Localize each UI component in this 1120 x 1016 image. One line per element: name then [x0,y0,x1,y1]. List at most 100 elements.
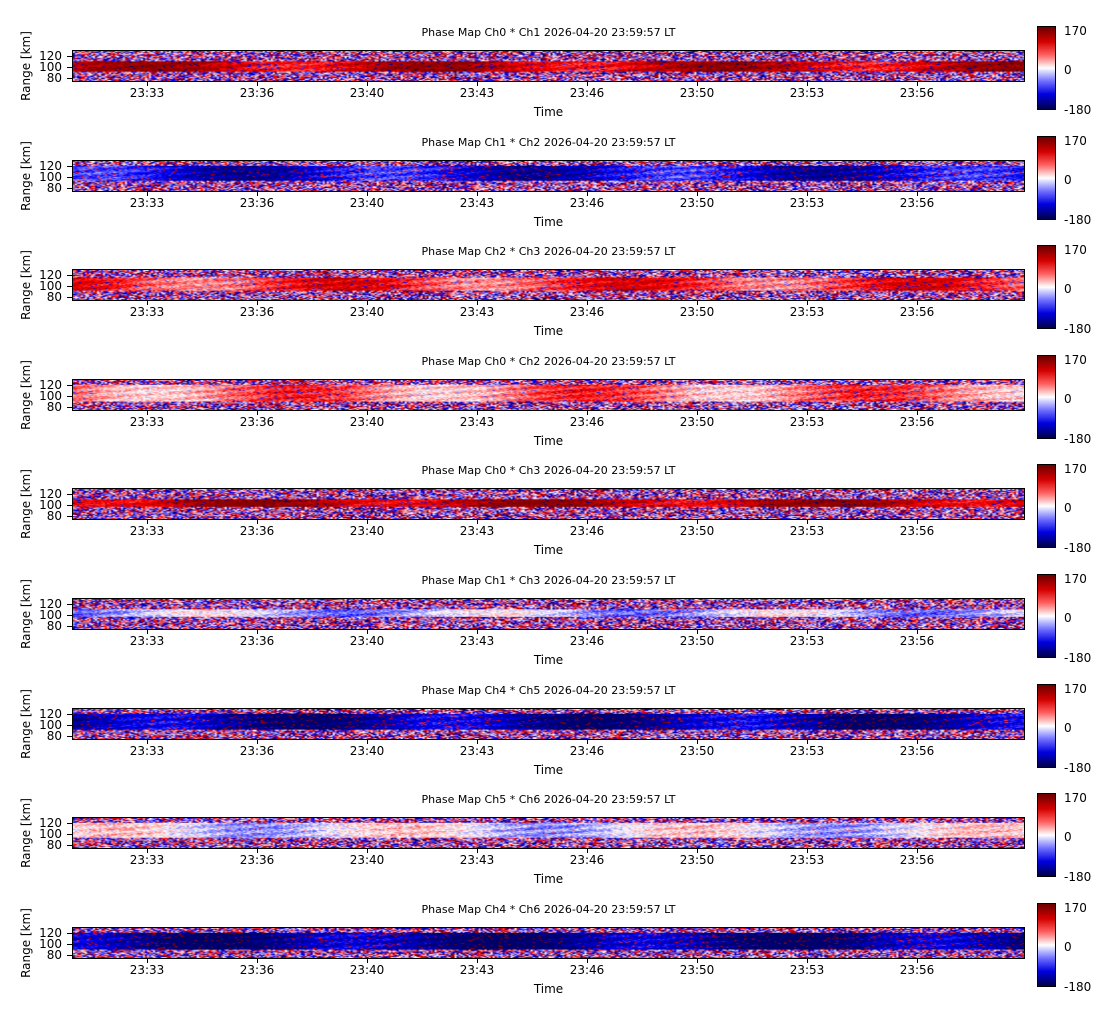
x-tick-label: 23:43 [459,414,495,429]
x-tick-mark [697,410,698,415]
x-tick-label: 23:46 [569,524,605,539]
x-tick-label: 23:40 [349,962,385,977]
x-tick-label: 23:33 [129,414,165,429]
colorbar-mid-label: 0 [1064,830,1072,845]
y-tick-mark [67,943,72,945]
x-tick-mark [147,410,148,415]
colorbar [1037,464,1056,549]
phase-map-panel: Phase Map Ch0 * Ch1 2026-04-20 23:59:57 … [0,0,1120,119]
colorbar-mid-label: 0 [1064,391,1072,406]
x-tick-label: 23:50 [679,743,715,758]
y-tick-mark [67,735,72,737]
x-tick-mark [917,301,918,306]
heatmap-canvas [73,160,1024,191]
colorbar-min-label: -180 [1064,431,1092,446]
x-tick-mark [147,191,148,196]
y-tick-mark [67,823,72,825]
panel-title: Phase Map Ch1 * Ch2 2026-04-20 23:59:57 … [421,135,676,149]
y-tick-label: 120 [39,268,62,283]
colorbar [1037,902,1056,987]
panel-title: Phase Map Ch0 * Ch1 2026-04-20 23:59:57 … [421,26,676,39]
y-tick-label: 80 [46,619,62,633]
x-tick-label: 23:36 [239,962,275,977]
x-tick-label: 23:43 [459,524,495,539]
x-tick-mark [367,630,368,634]
y-tick-label: 100 [39,717,62,732]
x-tick-label: 23:43 [459,853,495,868]
x-tick-mark [477,301,478,306]
colorbar-max-label: 170 [1064,133,1087,148]
y-tick-label: 100 [39,169,62,184]
colorbar-min-label: -180 [1064,979,1092,994]
y-tick-mark [67,395,72,397]
heatmap-plot [72,378,1025,411]
x-tick-mark [147,849,148,854]
x-tick-label: 23:33 [129,743,165,758]
y-tick-label: 100 [39,388,62,403]
x-tick-mark [917,630,918,634]
y-tick-label: 100 [39,608,62,622]
phase-map-panel: Phase Map Ch5 * Ch6 2026-04-20 23:59:57 … [0,767,1120,886]
colorbar-min-label: -180 [1064,103,1092,117]
y-tick-mark [67,297,72,299]
colorbar-mid-label: 0 [1064,939,1072,954]
x-tick-label: 23:40 [349,853,385,868]
colorbar-max-label: 170 [1064,24,1087,38]
colorbar-max-label: 170 [1064,572,1087,586]
y-tick-mark [67,626,72,627]
x-tick-label: 23:46 [569,743,605,758]
y-tick-mark [67,494,72,496]
x-tick-mark [917,849,918,854]
x-tick-label: 23:43 [459,743,495,758]
colorbar-mid-label: 0 [1064,63,1072,77]
colorbar [1037,26,1056,110]
x-tick-label: 23:56 [899,743,935,758]
x-tick-label: 23:50 [679,195,715,210]
x-tick-label: 23:36 [239,634,275,648]
x-tick-label: 23:40 [349,305,385,320]
x-tick-label: 23:53 [789,524,825,539]
x-tick-mark [477,630,478,634]
x-tick-mark [257,82,258,86]
x-tick-label: 23:43 [459,634,495,648]
x-tick-mark [587,630,588,634]
panel-title: Phase Map Ch0 * Ch3 2026-04-20 23:59:57 … [421,464,676,478]
x-axis-label: Time [533,762,564,777]
x-tick-label: 23:53 [789,195,825,210]
y-tick-mark [67,954,72,956]
x-tick-label: 23:53 [789,414,825,429]
x-tick-mark [917,191,918,196]
heatmap-canvas [73,270,1024,301]
x-axis-label: Time [533,872,564,887]
x-axis-label: Time [533,981,564,996]
colorbar-max-label: 170 [1064,900,1087,915]
y-axis-label: Range [km] [19,250,33,321]
x-tick-mark [477,958,478,963]
x-tick-label: 23:33 [129,195,165,210]
heatmap-plot [72,488,1025,521]
x-tick-mark [147,958,148,963]
phase-map-panel: Phase Map Ch2 * Ch3 2026-04-20 23:59:57 … [0,219,1120,338]
y-tick-label: 100 [39,498,62,513]
y-tick-label: 80 [46,180,62,195]
heatmap-plot [72,50,1025,82]
y-tick-label: 80 [46,728,62,743]
y-tick-mark [67,275,72,277]
y-tick-mark [67,604,72,605]
x-tick-mark [587,958,588,963]
x-tick-mark [917,958,918,963]
heatmap-canvas [73,818,1024,849]
x-tick-label: 23:56 [899,853,935,868]
x-tick-mark [917,410,918,415]
x-tick-label: 23:46 [569,195,605,210]
y-tick-label: 120 [39,925,62,940]
x-tick-mark [697,520,698,525]
x-tick-mark [147,520,148,525]
x-tick-mark [917,520,918,525]
x-tick-label: 23:40 [349,743,385,758]
phase-map-panel: Phase Map Ch1 * Ch3 2026-04-20 23:59:57 … [0,548,1120,667]
y-tick-mark [67,845,72,847]
y-axis-label: Range [km] [19,907,33,978]
panel-title: Phase Map Ch2 * Ch3 2026-04-20 23:59:57 … [421,245,676,259]
x-tick-label: 23:53 [789,743,825,758]
